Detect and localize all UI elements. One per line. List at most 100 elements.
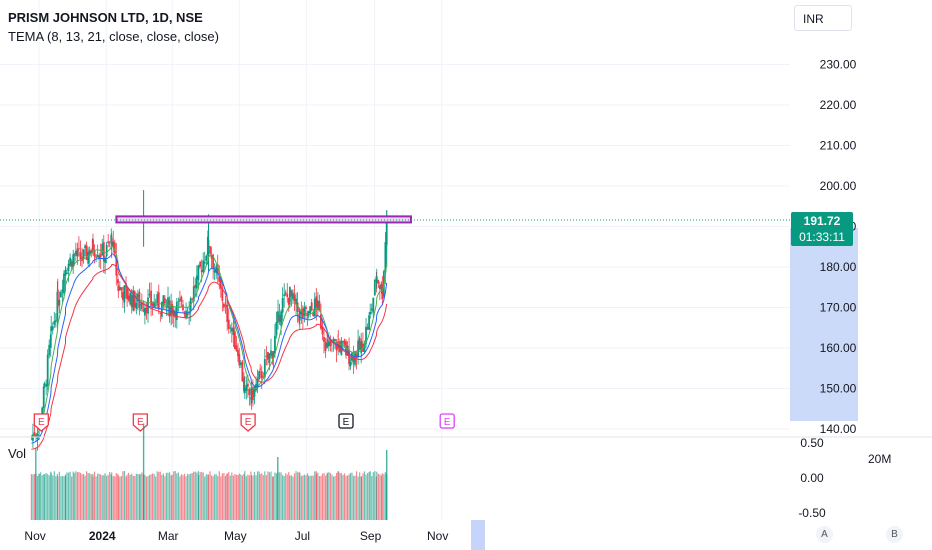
candle-body — [312, 312, 315, 317]
auto-scale-button[interactable]: A — [816, 526, 833, 543]
candle-body — [243, 387, 246, 394]
volume-bar — [340, 473, 342, 520]
candle-body — [253, 386, 256, 397]
volume-bar — [237, 475, 239, 520]
candle-body — [145, 307, 148, 313]
candle-body — [118, 286, 121, 290]
candle-body — [375, 276, 378, 283]
volume-bar — [196, 472, 198, 520]
volume-bar — [183, 473, 186, 520]
time-tick-label: May — [224, 529, 247, 543]
volume-spike-bar — [142, 423, 145, 520]
earnings-marker[interactable]: E — [338, 413, 354, 429]
price-tick-label: 220.00 — [820, 98, 857, 112]
volume-bar — [61, 475, 64, 520]
candle-body — [321, 326, 324, 335]
candle-body — [235, 345, 238, 351]
candle-body — [332, 338, 335, 343]
volume-bar — [262, 475, 264, 520]
candle-body — [99, 254, 102, 258]
candle-body — [69, 257, 72, 266]
volume-bar — [357, 476, 359, 520]
candle-body — [248, 388, 251, 395]
earnings-marker[interactable]: E — [439, 413, 455, 429]
time-axis[interactable]: Nov 2024 Mar May Jul Sep Nov — [24, 529, 448, 543]
candle-body — [58, 299, 61, 306]
earnings-marker[interactable]: E — [240, 413, 256, 432]
volume-bar — [253, 471, 256, 520]
earnings-marker-shape — [338, 413, 354, 429]
volume-bar — [198, 475, 200, 520]
volume-bar — [314, 471, 316, 520]
volume-bar — [218, 471, 220, 520]
volume-bar — [114, 476, 116, 520]
time-tick-label: Nov — [24, 529, 45, 543]
candle-body — [378, 285, 381, 289]
candle-body — [289, 287, 291, 303]
volume-bar — [305, 475, 307, 520]
volume-bar — [331, 474, 333, 520]
volume-bar — [179, 476, 181, 520]
candle-body — [348, 349, 350, 365]
volume-bar — [323, 472, 325, 520]
candle-body — [349, 361, 352, 367]
indicator-label[interactable]: TEMA (8, 13, 21, close, close, close) — [8, 29, 219, 44]
earnings-marker[interactable]: E — [132, 413, 148, 432]
candle-body — [326, 339, 329, 343]
volume-axis[interactable]: 0.50 0.00 -0.50 — [798, 436, 826, 520]
candle-body — [120, 287, 123, 291]
volume-bar — [86, 471, 88, 520]
tema-8-line — [31, 244, 388, 438]
scale-button-b[interactable]: B — [886, 526, 903, 543]
volume-bar — [335, 472, 338, 520]
volume-bar — [342, 474, 344, 520]
candle-body — [70, 261, 73, 267]
currency-selector[interactable]: INR — [794, 5, 852, 31]
volume-bar — [33, 473, 36, 520]
candle-body — [46, 354, 49, 386]
volume-bar — [223, 473, 225, 520]
candle-body — [219, 278, 222, 289]
volume-bar — [147, 476, 149, 520]
volume-bar — [144, 474, 146, 520]
volume-bar — [156, 471, 158, 520]
volume-bar — [355, 471, 358, 520]
volume-bar — [247, 474, 249, 520]
candle-body — [129, 293, 132, 305]
volume-bar — [43, 474, 45, 520]
volume-bar — [174, 471, 176, 520]
candle-body — [197, 265, 200, 268]
volume-label[interactable]: Vol — [8, 446, 27, 461]
volume-bar — [104, 473, 106, 520]
volume-bar — [185, 476, 187, 520]
candle-body — [36, 433, 39, 439]
volume-bar — [369, 471, 371, 520]
volume-bar — [45, 472, 47, 520]
volume-bar — [321, 473, 324, 520]
candle-body — [274, 335, 276, 354]
volume-bar — [60, 476, 62, 520]
volume-bar — [199, 472, 201, 520]
symbol-title[interactable]: PRISM JOHNSON LTD, 1D, NSE — [8, 10, 203, 25]
volume-bar — [351, 472, 353, 520]
volume-bar — [106, 475, 108, 520]
candle-body — [54, 320, 57, 323]
volume-bar — [134, 476, 136, 520]
volume-bar — [137, 473, 139, 520]
candle-body — [171, 304, 174, 315]
volume-bar — [73, 472, 75, 520]
candle-body — [107, 241, 110, 244]
volume-bar — [52, 475, 54, 520]
resistance-box[interactable] — [115, 215, 413, 224]
volume-bar — [345, 475, 347, 520]
volume-bar — [265, 475, 267, 520]
candle-body — [238, 353, 241, 366]
volume-bar — [153, 474, 155, 520]
candle-body — [78, 248, 80, 250]
volume-bar — [75, 471, 77, 520]
earnings-marker[interactable]: E — [33, 413, 49, 432]
candle-body — [335, 342, 338, 351]
candle-body — [329, 338, 332, 346]
